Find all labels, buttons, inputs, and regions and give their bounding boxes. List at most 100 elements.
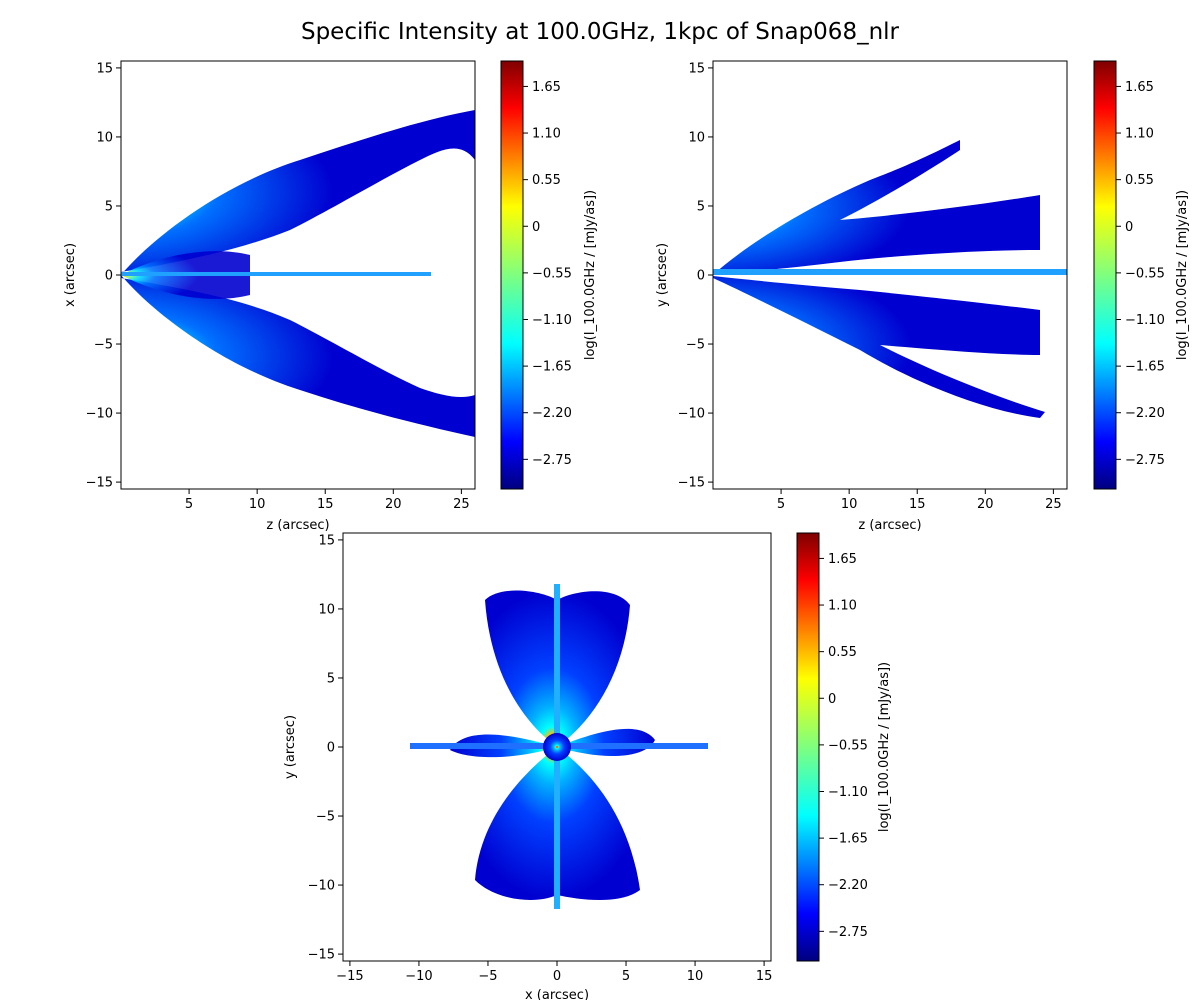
x-ticks: 5 10 15 20 25 (777, 489, 1062, 512)
x-tick-label: 10 (687, 969, 704, 984)
colorbar-tick-label: 0 (828, 692, 836, 707)
x-tick-label: 25 (1045, 497, 1062, 512)
x-tick-label: 15 (317, 497, 334, 512)
y-ticks: −15 −10 −5 0 5 10 15 (308, 533, 343, 963)
jet-axis (713, 269, 1067, 275)
y-tick-label: 15 (96, 61, 113, 76)
panel-top-left: 5 10 15 20 25 −15 −10 −5 0 5 10 15 z (arcsec) x (a… (63, 60, 598, 533)
y-ticks: −15 −10 −5 0 5 10 15 (86, 61, 121, 491)
colorbar-ticks: 1.65 1.10 0.55 0 −0.55 −1.10 −1.65 −2.20 −2.75 (819, 552, 868, 940)
y-tick-label: 10 (688, 130, 705, 145)
x-axis-label: z (arcsec) (858, 518, 921, 533)
x-tick-label: 5 (622, 969, 630, 984)
x-axis-label: x (arcsec) (525, 988, 589, 1000)
colorbar-tick-label: −2.75 (828, 925, 868, 940)
x-tick-label: 15 (756, 969, 773, 984)
colorbar-tick-label: 0.55 (532, 173, 561, 188)
figure-title: Specific Intensity at 100.0GHz, 1kpc of … (301, 19, 900, 45)
x-tick-label: −15 (336, 969, 363, 984)
colorbar-tick-label: 1.10 (532, 127, 561, 142)
y-tick-label: 0 (697, 269, 705, 284)
colorbar-tick-label: 0.55 (1125, 173, 1154, 188)
colorbar-tick-label: −2.20 (1125, 406, 1165, 421)
y-ticks: −15 −10 −5 0 5 10 15 (678, 61, 713, 491)
x-tick-label: −10 (405, 969, 432, 984)
colorbar-tick-label: −0.55 (828, 738, 868, 753)
colorbar-tick-label: −0.55 (532, 266, 572, 281)
colorbar-tick-label: 1.65 (1125, 80, 1154, 95)
colorbar-tick-label: 1.65 (532, 80, 561, 95)
colorbar-tick-label: −1.65 (1125, 360, 1165, 375)
y-tick-label: −15 (86, 476, 113, 491)
colorbar (500, 60, 524, 490)
y-tick-label: −10 (308, 879, 335, 894)
emission-cone-upper (121, 110, 475, 275)
x-ticks: 5 10 15 20 25 (185, 489, 470, 512)
y-axis-label: x (arcsec) (63, 243, 78, 307)
colorbar-tick-label: −2.75 (1125, 453, 1165, 468)
colorbar-tick-label: 0.55 (828, 645, 857, 660)
x-tick-label: 20 (385, 497, 402, 512)
y-tick-label: 0 (105, 269, 113, 284)
colorbar-tick-label: −0.55 (1125, 266, 1165, 281)
y-tick-label: 10 (318, 602, 335, 617)
y-tick-label: 5 (327, 671, 335, 686)
x-tick-label: 15 (909, 497, 926, 512)
heatmap-bottom (410, 584, 708, 909)
colorbar-tick-label: 1.10 (828, 599, 857, 614)
colorbar-tick-label: −1.10 (1125, 313, 1165, 328)
y-tick-label: −15 (308, 948, 335, 963)
core (543, 733, 571, 761)
y-tick-label: 0 (327, 741, 335, 756)
y-tick-label: 15 (318, 533, 335, 548)
emission-cone-upper (713, 140, 1040, 275)
colorbar-label: log(I_100.0GHz / [mJy/as]) (1175, 190, 1190, 360)
colorbar-tick-label: −2.20 (532, 406, 572, 421)
x-tick-label: −5 (478, 969, 497, 984)
x-tick-label: 5 (185, 497, 193, 512)
colorbar-ticks: 1.65 1.10 0.55 0 −0.55 −1.10 −1.65 −2.20 −2.75 (1116, 80, 1165, 468)
y-tick-label: −5 (94, 338, 113, 353)
colorbar-tick-label: 0 (1125, 220, 1133, 235)
colorbar-tick-label: −2.20 (828, 878, 868, 893)
y-axis-label: y (arcsec) (283, 715, 298, 779)
colorbar (796, 532, 820, 962)
colorbar (1093, 60, 1117, 490)
heatmap-top-right (713, 140, 1067, 418)
x-axis-label: z (arcsec) (266, 518, 329, 533)
x-tick-label: 5 (777, 497, 785, 512)
jet-axis (121, 272, 431, 276)
x-tick-label: 25 (453, 497, 470, 512)
colorbar-label: log(I_100.0GHz / [mJy/as]) (583, 190, 598, 360)
y-tick-label: −10 (678, 407, 705, 422)
y-tick-label: 15 (688, 61, 705, 76)
colorbar-ticks: 1.65 1.10 0.55 0 −0.55 −1.10 −1.65 −2.20 −2.75 (523, 80, 572, 468)
x-tick-label: 20 (977, 497, 994, 512)
y-tick-label: 5 (697, 199, 705, 214)
colorbar-tick-label: −2.75 (532, 453, 572, 468)
colorbar-tick-label: −1.10 (828, 785, 868, 800)
x-tick-label: 0 (553, 969, 561, 984)
emission-cone-lower (713, 276, 1045, 418)
colorbar-tick-label: −1.65 (532, 360, 572, 375)
panel-bottom: −15 −10 −5 0 5 10 15 −15 −10 −5 0 5 10 15 x (arcsec)… (283, 532, 892, 1000)
colorbar-tick-label: −1.10 (532, 313, 572, 328)
panel-top-right: 5 10 15 20 25 −15 −10 −5 0 5 10 15 z (arcsec) y (a… (655, 60, 1190, 533)
y-tick-label: −15 (678, 476, 705, 491)
y-tick-label: −5 (686, 338, 705, 353)
y-axis-label: y (arcsec) (655, 243, 670, 307)
y-tick-label: −5 (316, 810, 335, 825)
x-ticks: −15 −10 −5 0 5 10 15 (336, 961, 772, 984)
colorbar-tick-label: 1.65 (828, 552, 857, 567)
x-tick-label: 10 (249, 497, 266, 512)
y-tick-label: −10 (86, 407, 113, 422)
colorbar-tick-label: 1.10 (1125, 127, 1154, 142)
y-tick-label: 10 (96, 130, 113, 145)
heatmap-top-left (121, 110, 475, 437)
emission-lobes (450, 590, 655, 900)
emission-cone-lower (121, 275, 475, 437)
y-tick-label: 5 (105, 199, 113, 214)
colorbar-tick-label: −1.65 (828, 832, 868, 847)
colorbar-label: log(I_100.0GHz / [mJy/as]) (877, 662, 892, 832)
